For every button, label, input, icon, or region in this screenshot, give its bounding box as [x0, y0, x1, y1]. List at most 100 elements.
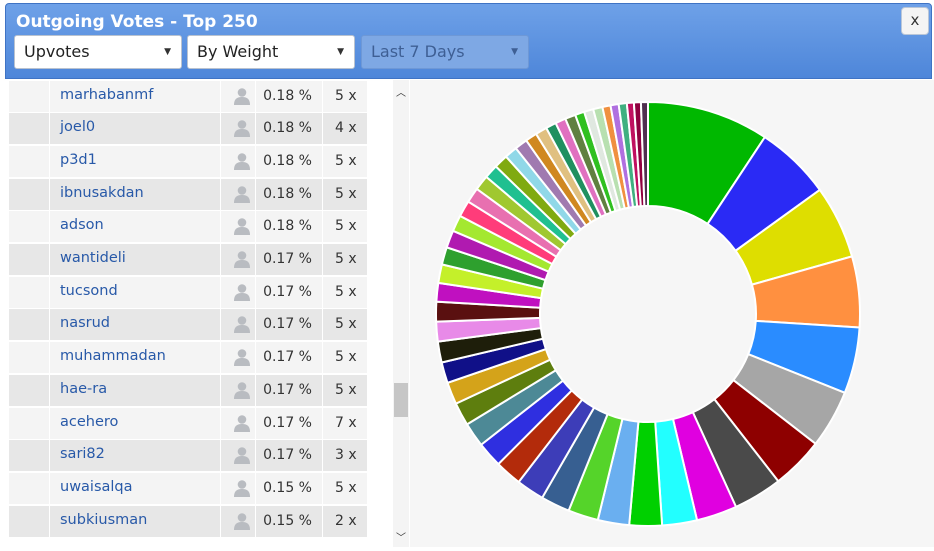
- count-cell: 5 x: [323, 276, 367, 308]
- count-cell: 5 x: [323, 309, 367, 341]
- row-spacer: [9, 342, 49, 374]
- avatar-cell: [221, 505, 255, 537]
- vote-count-value: 5 x: [335, 185, 357, 202]
- voter-name-link[interactable]: sari82: [60, 446, 105, 463]
- voter-cell: acehero: [50, 407, 220, 439]
- avatar-cell: [221, 309, 255, 341]
- table-row: subkiusman 0.15 % 2 x: [9, 505, 367, 537]
- vote-count-value: 5 x: [335, 87, 357, 104]
- count-cell: 5 x: [323, 374, 367, 406]
- voter-name-link[interactable]: acehero: [60, 413, 119, 430]
- table-row: hae-ra 0.17 % 5 x: [9, 374, 367, 406]
- list-scrollbar[interactable]: [393, 80, 409, 547]
- count-cell: 7 x: [323, 407, 367, 439]
- weight-cell: 0.18 %: [256, 178, 322, 210]
- count-cell: 3 x: [323, 440, 367, 472]
- voter-name-link[interactable]: marhabanmf: [60, 86, 154, 103]
- vote-count-value: 5 x: [335, 251, 357, 267]
- voter-cell: uwaisalqa: [50, 472, 220, 504]
- voter-cell: p3d1: [50, 145, 220, 177]
- voter-cell: tucsond: [50, 276, 220, 308]
- avatar-cell: [221, 211, 255, 243]
- vote-type-value: Upvotes: [24, 42, 90, 61]
- scrollbar-thumb[interactable]: [394, 383, 408, 417]
- row-spacer: [9, 211, 49, 243]
- voter-name-link[interactable]: wantideli: [60, 250, 126, 266]
- count-cell: 2 x: [323, 505, 367, 537]
- chevron-up-icon[interactable]: ︿: [396, 88, 406, 99]
- vote-type-select[interactable]: Upvotes ▼: [14, 35, 182, 69]
- table-row: adson 0.18 % 5 x: [9, 211, 367, 243]
- user-silhouette-icon[interactable]: [233, 283, 251, 301]
- weight-cell: 0.17 %: [256, 309, 322, 341]
- vote-weight-value: 0.17 %: [263, 283, 312, 300]
- user-silhouette-icon[interactable]: [233, 446, 251, 465]
- avatar-cell: [221, 407, 255, 439]
- voter-name-link[interactable]: adson: [60, 217, 104, 234]
- voter-name-link[interactable]: tucsond: [60, 282, 118, 299]
- voter-name-link[interactable]: subkiusman: [60, 511, 148, 528]
- user-silhouette-icon[interactable]: [233, 217, 251, 236]
- weight-cell: 0.15 %: [256, 472, 322, 504]
- table-row: marhabanmf 0.18 % 5 x: [9, 80, 367, 112]
- avatar-cell: [221, 440, 255, 472]
- vote-weight-value: 0.15 %: [263, 512, 312, 529]
- user-silhouette-icon[interactable]: [233, 315, 251, 334]
- vote-weight-value: 0.17 %: [263, 349, 312, 366]
- voter-cell: adson: [50, 211, 220, 243]
- avatar-cell: [221, 178, 255, 210]
- vote-weight-value: 0.17 %: [263, 316, 312, 333]
- voter-cell: ibnusakdan: [50, 178, 220, 210]
- vote-count-value: 5 x: [335, 316, 357, 333]
- vote-count-value: 7 x: [335, 414, 357, 431]
- chevron-down-icon[interactable]: ﹀: [396, 533, 406, 544]
- user-silhouette-icon[interactable]: [233, 185, 251, 203]
- vote-count-value: 2 x: [335, 512, 357, 529]
- avatar-cell: [221, 113, 255, 145]
- row-spacer: [9, 145, 49, 177]
- row-spacer: [9, 244, 49, 275]
- voter-name-link[interactable]: uwaisalqa: [60, 478, 133, 495]
- period-value: Last 7 Days: [371, 42, 465, 61]
- user-silhouette-icon[interactable]: [233, 119, 251, 138]
- voter-name-link[interactable]: joel0: [60, 119, 96, 136]
- user-silhouette-icon[interactable]: [233, 512, 251, 530]
- voter-cell: sari82: [50, 440, 220, 472]
- voter-cell: marhabanmf: [50, 80, 220, 112]
- donut-slice-50[interactable]: [639, 100, 649, 208]
- user-silhouette-icon[interactable]: [233, 479, 251, 497]
- vote-weight-value: 0.18 %: [263, 152, 312, 169]
- vote-weight-value: 0.15 %: [263, 479, 312, 496]
- voter-name-link[interactable]: nasrud: [60, 315, 110, 332]
- row-spacer: [9, 407, 49, 439]
- voter-name-link[interactable]: ibnusakdan: [60, 184, 144, 201]
- vote-weight-value: 0.17 %: [263, 251, 312, 267]
- voter-name-link[interactable]: muhammadan: [60, 348, 166, 365]
- vote-weight-chart-panel: [410, 80, 934, 547]
- sort-select[interactable]: By Weight ▼: [187, 35, 355, 69]
- vote-count-value: 3 x: [335, 447, 357, 464]
- period-select: Last 7 Days ▼: [361, 35, 529, 69]
- weight-cell: 0.17 %: [256, 407, 322, 439]
- user-silhouette-icon[interactable]: [233, 348, 251, 367]
- user-silhouette-icon[interactable]: [233, 87, 251, 105]
- user-silhouette-icon[interactable]: [233, 250, 251, 268]
- weight-cell: 0.17 %: [256, 374, 322, 406]
- voter-name-link[interactable]: p3d1: [60, 151, 97, 168]
- count-cell: 5 x: [323, 145, 367, 177]
- user-silhouette-icon[interactable]: [233, 381, 251, 399]
- voter-name-link[interactable]: hae-ra: [60, 380, 108, 397]
- weight-cell: 0.18 %: [256, 211, 322, 243]
- avatar-cell: [221, 145, 255, 177]
- voter-list: marhabanmf 0.18 % 5 x joel0 0.18 % 4 x p3d1 0.1…: [0, 80, 392, 547]
- vote-weight-value: 0.18 %: [263, 120, 312, 137]
- table-row: uwaisalqa 0.15 % 5 x: [9, 472, 367, 504]
- user-silhouette-icon[interactable]: [233, 152, 251, 170]
- vote-weight-value: 0.18 %: [263, 218, 312, 235]
- close-button[interactable]: x: [901, 7, 929, 35]
- vote-count-value: 5 x: [335, 218, 357, 235]
- row-spacer: [9, 374, 49, 406]
- caret-down-icon: ▼: [337, 47, 344, 57]
- user-silhouette-icon[interactable]: [233, 414, 251, 432]
